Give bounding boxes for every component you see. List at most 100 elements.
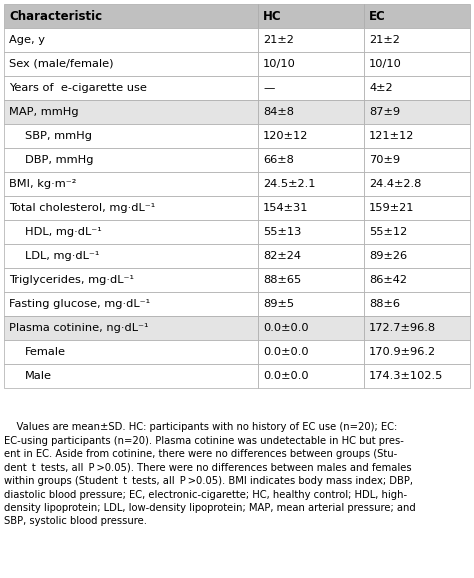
Text: density lipoprotein; LDL, low-density lipoprotein; MAP, mean arterial pressure; : density lipoprotein; LDL, low-density li… xyxy=(4,503,416,513)
Text: 24.5±2.1: 24.5±2.1 xyxy=(263,179,316,189)
Bar xyxy=(4,148,258,172)
Text: Plasma cotinine, ng·dL⁻¹: Plasma cotinine, ng·dL⁻¹ xyxy=(9,323,148,333)
Bar xyxy=(258,172,364,196)
Bar xyxy=(4,268,258,292)
Bar xyxy=(364,340,470,364)
Bar xyxy=(258,340,364,364)
Bar xyxy=(364,220,470,244)
Text: LDL, mg·dL⁻¹: LDL, mg·dL⁻¹ xyxy=(25,251,100,261)
Bar xyxy=(4,196,258,220)
Bar xyxy=(258,52,364,76)
Text: HC: HC xyxy=(263,9,282,23)
Text: 10/10: 10/10 xyxy=(369,59,402,69)
Text: 55±13: 55±13 xyxy=(263,227,301,237)
Text: Male: Male xyxy=(25,371,52,381)
Text: 0.0±0.0: 0.0±0.0 xyxy=(263,323,309,333)
Text: Fasting glucose, mg·dL⁻¹: Fasting glucose, mg·dL⁻¹ xyxy=(9,299,150,309)
Text: 0.0±0.0: 0.0±0.0 xyxy=(263,347,309,357)
Text: Years of  e-cigarette use: Years of e-cigarette use xyxy=(9,83,147,93)
Bar xyxy=(258,124,364,148)
Bar xyxy=(258,364,364,388)
Bar xyxy=(4,28,258,52)
Bar xyxy=(364,316,470,340)
Text: EC-using participants (n=20). Plasma cotinine was undetectable in HC but pres-: EC-using participants (n=20). Plasma cot… xyxy=(4,435,404,446)
Text: Female: Female xyxy=(25,347,66,357)
Text: 70±9: 70±9 xyxy=(369,155,401,165)
Text: 159±21: 159±21 xyxy=(369,203,415,213)
Text: SBP, systolic blood pressure.: SBP, systolic blood pressure. xyxy=(4,517,147,527)
Text: 87±9: 87±9 xyxy=(369,107,401,117)
Text: Age, y: Age, y xyxy=(9,35,45,45)
Text: Total cholesterol, mg·dL⁻¹: Total cholesterol, mg·dL⁻¹ xyxy=(9,203,155,213)
Bar xyxy=(364,28,470,52)
Text: 21±2: 21±2 xyxy=(369,35,400,45)
Bar xyxy=(364,292,470,316)
Bar xyxy=(258,292,364,316)
Text: Characteristic: Characteristic xyxy=(9,9,102,23)
Text: MAP, mmHg: MAP, mmHg xyxy=(9,107,79,117)
Text: diastolic blood pressure; EC, electronic-cigarette; HC, healthy control; HDL, hi: diastolic blood pressure; EC, electronic… xyxy=(4,490,407,499)
Bar xyxy=(258,76,364,100)
Text: 88±6: 88±6 xyxy=(369,299,400,309)
Bar xyxy=(364,148,470,172)
Text: 120±12: 120±12 xyxy=(263,131,309,141)
Bar xyxy=(364,4,470,28)
Bar xyxy=(258,100,364,124)
Text: within groups (Student  t  tests, all  P >0.05). BMI indicates body mass index; : within groups (Student t tests, all P >0… xyxy=(4,476,413,486)
Text: 4±2: 4±2 xyxy=(369,83,393,93)
Bar xyxy=(258,148,364,172)
Bar xyxy=(364,76,470,100)
Text: 0.0±0.0: 0.0±0.0 xyxy=(263,371,309,381)
Bar xyxy=(258,316,364,340)
Text: 84±8: 84±8 xyxy=(263,107,294,117)
Bar xyxy=(4,244,258,268)
Text: 172.7±96.8: 172.7±96.8 xyxy=(369,323,437,333)
Text: Values are mean±SD. HC: participants with no history of EC use (n=20); EC:: Values are mean±SD. HC: participants wit… xyxy=(4,422,397,432)
Bar xyxy=(258,28,364,52)
Text: 21±2: 21±2 xyxy=(263,35,294,45)
Text: Triglycerides, mg·dL⁻¹: Triglycerides, mg·dL⁻¹ xyxy=(9,275,134,285)
Text: 174.3±102.5: 174.3±102.5 xyxy=(369,371,444,381)
Text: BMI, kg·m⁻²: BMI, kg·m⁻² xyxy=(9,179,76,189)
Bar xyxy=(364,52,470,76)
Text: EC: EC xyxy=(369,9,386,23)
Text: dent  t  tests, all  P >0.05). There were no differences between males and femal: dent t tests, all P >0.05). There were n… xyxy=(4,462,411,472)
Text: 89±26: 89±26 xyxy=(369,251,407,261)
Bar xyxy=(258,244,364,268)
Bar xyxy=(4,76,258,100)
Text: SBP, mmHg: SBP, mmHg xyxy=(25,131,92,141)
Bar xyxy=(258,4,364,28)
Text: ent in EC. Aside from cotinine, there were no differences between groups (Stu-: ent in EC. Aside from cotinine, there we… xyxy=(4,449,397,459)
Text: 66±8: 66±8 xyxy=(263,155,294,165)
Text: 170.9±96.2: 170.9±96.2 xyxy=(369,347,437,357)
Bar xyxy=(4,316,258,340)
Text: 89±5: 89±5 xyxy=(263,299,294,309)
Bar xyxy=(4,292,258,316)
Bar xyxy=(364,100,470,124)
Bar xyxy=(364,244,470,268)
Text: 10/10: 10/10 xyxy=(263,59,296,69)
Bar xyxy=(4,52,258,76)
Text: 88±65: 88±65 xyxy=(263,275,301,285)
Bar xyxy=(258,196,364,220)
Text: 82±24: 82±24 xyxy=(263,251,301,261)
Bar xyxy=(4,100,258,124)
Bar xyxy=(364,364,470,388)
Bar xyxy=(4,220,258,244)
Bar xyxy=(4,124,258,148)
Bar xyxy=(4,340,258,364)
Bar xyxy=(364,268,470,292)
Bar xyxy=(4,4,258,28)
Text: 86±42: 86±42 xyxy=(369,275,407,285)
Bar xyxy=(258,268,364,292)
Bar xyxy=(364,172,470,196)
Bar xyxy=(364,124,470,148)
Text: 121±12: 121±12 xyxy=(369,131,415,141)
Text: —: — xyxy=(263,83,274,93)
Text: DBP, mmHg: DBP, mmHg xyxy=(25,155,93,165)
Bar xyxy=(258,220,364,244)
Bar xyxy=(364,196,470,220)
Bar xyxy=(4,172,258,196)
Bar xyxy=(4,364,258,388)
Text: 55±12: 55±12 xyxy=(369,227,408,237)
